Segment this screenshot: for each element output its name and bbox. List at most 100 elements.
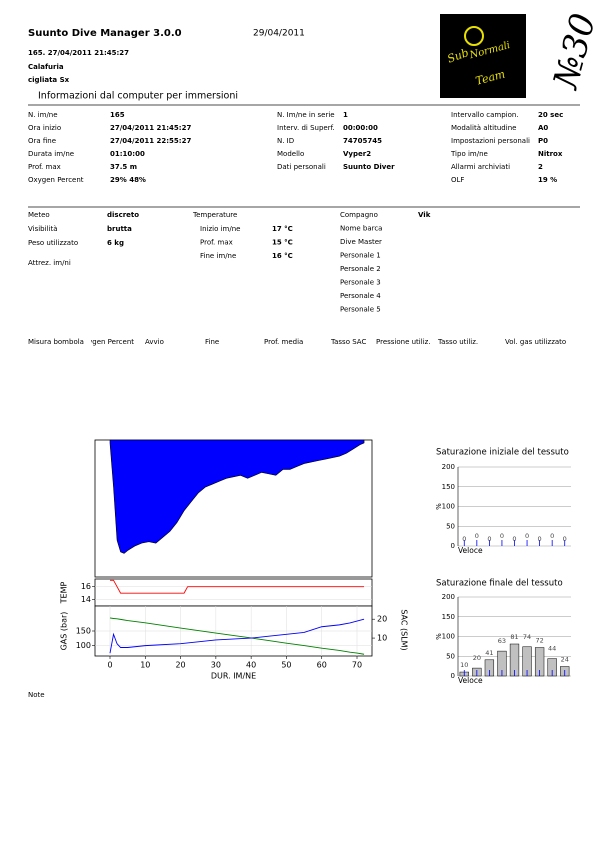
condition-label: Meteo (28, 211, 50, 219)
chart-title: Saturazione finale del tessuto (436, 579, 563, 589)
dive-id: 165. 27/04/2011 21:45:27 (28, 49, 129, 57)
info-value: 20 sec (538, 111, 563, 119)
x-tick-label: 10 (140, 661, 150, 670)
people-label: Dive Master (340, 238, 382, 246)
value-label: 10 (460, 661, 468, 669)
y-tick-label: 0 (451, 672, 455, 680)
x-axis-label: DUR. IM/NE (211, 672, 256, 681)
y2-tick-label: 20 (377, 615, 387, 624)
table-header: Vol. gas utilizzato (505, 338, 566, 346)
info-value: 27/04/2011 22:55:27 (110, 137, 191, 145)
people-label: Nome barca (340, 225, 382, 233)
y-tick-label: 150 (442, 483, 455, 491)
x-axis-label: Veloce (458, 546, 483, 555)
info-label: Modello (277, 150, 304, 158)
x-tick-label: 0 (107, 661, 112, 670)
people-value: Vik (418, 211, 431, 219)
y-tick-label: 100 (76, 641, 91, 650)
x-tick-label: 60 (317, 661, 327, 670)
info-label: Allarmi archiviati (451, 163, 510, 171)
value-label: 0 (525, 532, 529, 540)
y-tick-label: 150 (442, 613, 455, 621)
people-label: Personale 5 (340, 306, 381, 314)
info-label: Intervallo campion. (451, 111, 519, 119)
people-label: Personale 2 (340, 265, 381, 273)
y-tick-label: 16 (81, 582, 91, 591)
x-axis-label: Veloce (458, 676, 483, 685)
value-label: 0 (563, 535, 567, 543)
y-axis-label: % (435, 503, 443, 510)
depth-area (109, 439, 365, 554)
info-label: Ora fine (28, 137, 56, 145)
x-tick-label: 20 (175, 661, 185, 670)
temperature-label: Inizio im/ne (200, 225, 240, 233)
table-header: Pressione utiliz. (376, 338, 431, 346)
value-label: 0 (500, 532, 504, 540)
people-label: Personale 1 (340, 252, 381, 260)
info-value: Vyper2 (343, 150, 371, 158)
x-tick-label: 40 (246, 661, 256, 670)
info-value: 74705745 (343, 137, 382, 145)
people-label: Compagno (340, 211, 378, 219)
info-value: A0 (538, 124, 548, 132)
info-label: Prof. max (28, 163, 61, 171)
value-label: 0 (475, 532, 479, 540)
x-tick-label: 30 (211, 661, 221, 670)
series-line (109, 618, 365, 654)
chart-title: Saturazione iniziale del tessuto (436, 448, 569, 458)
section-title: Informazioni dal computer per immersioni (38, 91, 238, 102)
title: Suunto Dive Manager 3.0.0 (28, 28, 182, 39)
info-label: Modalità altitudine (451, 124, 516, 132)
value-label: 72 (535, 637, 543, 645)
info-label: N. Im/ne in serie (277, 111, 335, 119)
condition-value: 6 kg (107, 239, 124, 247)
condition-value: discreto (107, 211, 139, 219)
value-label: 41 (485, 649, 493, 657)
y-tick-label: 14 (81, 595, 91, 604)
spot: cigliata Sx (28, 76, 70, 84)
table-header: Tasso SAC (330, 338, 366, 346)
value-label: 0 (487, 535, 491, 543)
table-header: Avvio (145, 338, 164, 346)
table-header: Oxygen Percent (78, 338, 134, 346)
y-tick-label: 150 (76, 627, 91, 636)
y-axis-label: TEMP (60, 581, 69, 604)
temperature-value: 17 °C (272, 225, 293, 233)
y-axis-label: % (435, 633, 443, 640)
info-value: 37.5 m (110, 163, 137, 171)
info-label: Interv. di Superf. (277, 124, 335, 132)
logo-swirl (464, 26, 484, 46)
table-header: Tasso utiliz. (437, 338, 478, 346)
value-label: 81 (510, 633, 518, 641)
y-tick-label: 200 (442, 593, 455, 601)
info-value: Suunto Diver (343, 163, 395, 171)
table-header: Prof. media (264, 338, 303, 346)
value-label: 0 (550, 532, 554, 540)
series-line (109, 579, 365, 594)
x-tick-label: 50 (281, 661, 291, 670)
note: Note (28, 691, 45, 699)
y2-axis-label: SAC (SLM) (400, 609, 409, 650)
info-label: Oxygen Percent (28, 176, 84, 184)
info-value: Nitrox (538, 150, 563, 158)
info-value: 00:00:00 (343, 124, 378, 132)
value-label: 0 (538, 535, 542, 543)
info-value: 1 (343, 111, 348, 119)
info-value: 01:10:00 (110, 150, 145, 158)
y2-tick-label: 10 (377, 634, 387, 643)
condition-label: Visibilità (28, 225, 57, 233)
value-label: 74 (523, 633, 531, 641)
info-value: 19 % (538, 176, 557, 184)
y-axis-label: GAS (bar) (60, 612, 69, 651)
y-tick-label: 50 (446, 652, 455, 660)
temperature-value: 16 °C (272, 252, 293, 260)
table-header: Misura bombola (28, 338, 84, 346)
temperature-label: Prof. max (200, 239, 233, 247)
info-label: Durata im/ne (28, 150, 74, 158)
value-label: 24 (561, 656, 569, 664)
info-label: Ora inizio (28, 124, 61, 132)
value-label: 20 (473, 654, 481, 662)
info-label: Dati personali (277, 163, 326, 171)
people-label: Personale 4 (340, 292, 381, 300)
